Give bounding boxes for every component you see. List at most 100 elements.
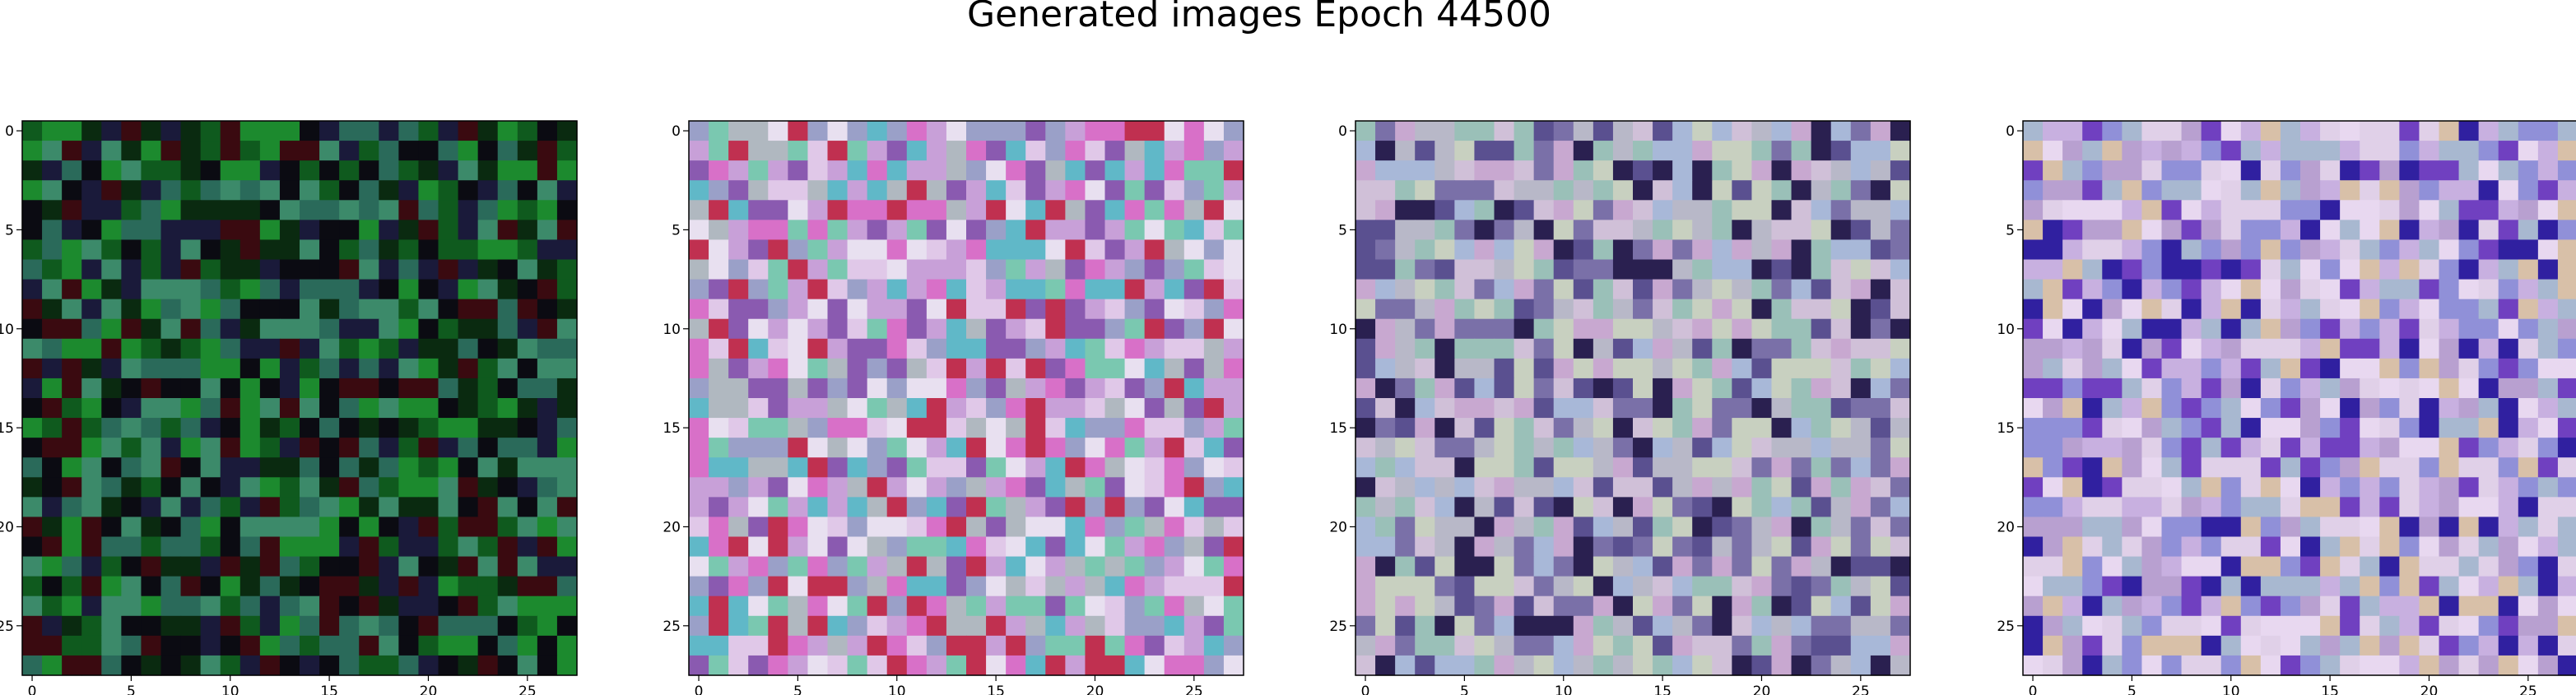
- pixel-cell: [1415, 299, 1435, 320]
- pixel-cell: [398, 299, 420, 320]
- pixel-cell: [1124, 576, 1146, 597]
- pixel-cell: [1144, 457, 1165, 478]
- pixel-cell: [2419, 536, 2440, 558]
- pixel-cell: [62, 398, 82, 419]
- pixel-cell: [1633, 556, 1653, 577]
- pixel-cell: [1395, 358, 1416, 379]
- pixel-cell: [259, 160, 281, 181]
- pixel-cell: [2320, 239, 2341, 261]
- pixel-cell: [1045, 556, 1066, 577]
- pixel-cell: [438, 378, 459, 399]
- pixel-cell: [1045, 358, 1066, 379]
- pixel-cell: [1533, 615, 1555, 637]
- pixel-cell: [886, 595, 908, 617]
- pixel-cell: [2399, 556, 2420, 577]
- pixel-cell: [2557, 299, 2576, 320]
- y-tick-label: 15: [0, 420, 14, 437]
- pixel-cell: [2201, 259, 2222, 280]
- pixel-cell: [709, 595, 729, 617]
- pixel-cell: [2439, 635, 2460, 656]
- pixel-cell: [2537, 595, 2559, 617]
- pixel-cell: [728, 141, 749, 161]
- pixel-cell: [2102, 517, 2123, 538]
- pixel-cell: [200, 358, 221, 379]
- pixel-cell: [2537, 615, 2559, 637]
- pixel-cell: [1415, 655, 1435, 676]
- pixel-cell: [1085, 576, 1106, 597]
- pixel-cell: [2280, 595, 2301, 617]
- pixel-cell: [986, 141, 1007, 161]
- pixel-cell: [1593, 358, 1614, 379]
- pixel-cell: [1006, 517, 1026, 538]
- pixel-cell: [239, 279, 261, 300]
- pixel-cell: [1712, 358, 1732, 379]
- pixel-cell: [1533, 556, 1555, 577]
- pixel-cell: [1144, 576, 1165, 597]
- pixel-cell: [1573, 259, 1594, 280]
- pixel-cell: [62, 279, 82, 300]
- pixel-cell: [1732, 239, 1753, 261]
- pixel-cell: [1183, 121, 1205, 141]
- pixel-cell: [2043, 655, 2063, 676]
- pixel-cell: [1870, 595, 1891, 617]
- pixel-cell: [1164, 615, 1185, 637]
- pixel-cell: [1751, 318, 1773, 340]
- pixel-cell: [748, 338, 769, 359]
- pixel-cell: [379, 595, 399, 617]
- pixel-cell: [2023, 299, 2044, 320]
- pixel-cell: [1850, 595, 1872, 617]
- pixel-cell: [1065, 418, 1086, 438]
- pixel-cell: [1025, 239, 1046, 261]
- pixel-cell: [807, 438, 829, 458]
- pixel-cell: [1830, 635, 1852, 656]
- pixel-cell: [1732, 438, 1753, 458]
- pixel-cell: [2161, 536, 2183, 558]
- pixel-cell: [2220, 318, 2242, 340]
- pixel-cell: [1553, 615, 1574, 637]
- pixel-cell: [966, 655, 987, 676]
- pixel-cell: [748, 299, 769, 320]
- pixel-cell: [141, 160, 162, 181]
- pixel-cell: [339, 398, 360, 419]
- pixel-cell: [1085, 121, 1106, 141]
- pixel-cell: [867, 595, 888, 617]
- pixel-cell: [1712, 338, 1732, 359]
- pixel-cell: [1223, 655, 1244, 676]
- pixel-cell: [1830, 457, 1852, 478]
- pixel-cell: [556, 338, 578, 359]
- pixel-cell: [709, 220, 729, 241]
- pixel-cell: [477, 576, 499, 597]
- pixel-cell: [2458, 438, 2480, 458]
- pixel-cell: [300, 556, 320, 577]
- pixel-cell: [807, 477, 829, 498]
- pixel-cell: [986, 121, 1007, 141]
- pixel-cell: [2122, 398, 2143, 419]
- pixel-cell: [1124, 655, 1146, 676]
- pixel-cell: [418, 239, 439, 261]
- pixel-cell: [1633, 536, 1653, 558]
- pixel-cell: [748, 556, 769, 577]
- pixel-cell: [906, 220, 928, 241]
- pixel-cell: [1203, 160, 1225, 181]
- pixel-cell: [847, 180, 868, 201]
- pixel-cell: [2478, 457, 2499, 478]
- pixel-cell: [239, 576, 261, 597]
- pixel-cell: [1395, 338, 1416, 359]
- pixel-cell: [847, 318, 868, 340]
- pixel-cell: [1223, 477, 1244, 498]
- pixel-cell: [477, 180, 499, 201]
- pixel-cell: [1203, 477, 1225, 498]
- pixel-cell: [339, 556, 360, 577]
- pixel-cell: [2458, 259, 2480, 280]
- pixel-cell: [2360, 220, 2380, 241]
- pixel-cell: [807, 517, 829, 538]
- pixel-cell: [2181, 378, 2202, 399]
- pixel-cell: [42, 595, 63, 617]
- pixel-cell: [121, 338, 142, 359]
- pixel-cell: [2280, 477, 2301, 498]
- pixel-cell: [22, 635, 43, 656]
- pixel-cell: [2537, 655, 2559, 676]
- pixel-cell: [200, 378, 221, 399]
- pixel-cell: [768, 457, 788, 478]
- pixel-cell: [2557, 358, 2576, 379]
